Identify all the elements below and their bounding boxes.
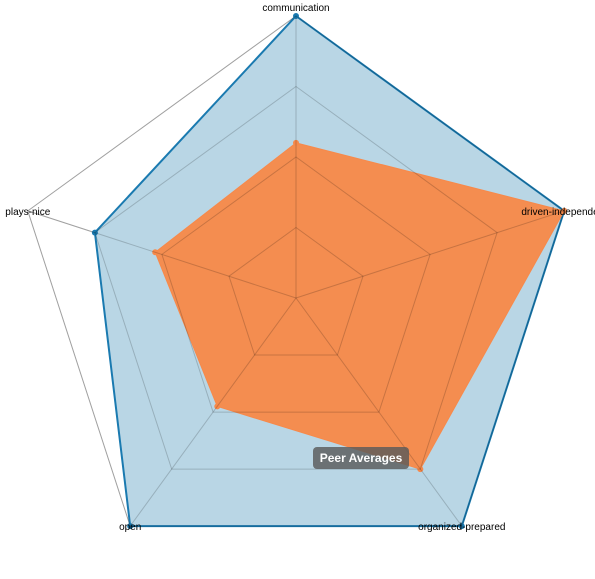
axis-label-communication: communication [262, 3, 329, 14]
grid-ring-overlay-4 [27, 15, 565, 527]
axis-line-overlay-driven-independent [295, 210, 565, 299]
data-point-series-1-communication[interactable] [293, 13, 299, 19]
axis-label-open: open [119, 522, 141, 533]
axis-line-overlay-plays-nice [27, 210, 297, 299]
data-point-series-2-plays-nice[interactable] [152, 249, 159, 256]
grid-ring-overlay-3 [94, 85, 498, 470]
radar-series-layer [27, 13, 568, 530]
data-point-series-2-organized-prepared[interactable] [417, 466, 424, 473]
data-point-series-2-communication[interactable] [293, 139, 299, 146]
series-tooltip: Peer Averages [313, 447, 409, 469]
grid-ring-overlay-1 [228, 226, 364, 356]
axis-line-overlay-open [129, 297, 297, 527]
grid-ring-overlay-2 [161, 156, 431, 413]
data-point-series-1-plays-nice[interactable] [91, 229, 98, 236]
data-point-series-1-organized-prepared[interactable] [458, 523, 465, 530]
axis-label-plays-nice: plays-nice [5, 207, 50, 218]
axis-line-overlay-organized-prepared [295, 297, 463, 527]
axis-label-organized-prepared: organized-prepared [418, 522, 505, 533]
data-point-series-1-open[interactable] [127, 523, 134, 530]
data-point-series-2-open[interactable] [214, 403, 221, 410]
radar-series-2 [152, 139, 568, 473]
radar-area-series-2[interactable] [154, 142, 565, 470]
axis-label-driven-independent: driven-independent [521, 207, 595, 218]
axis-labels: communication driven-independent organized… [5, 3, 595, 533]
data-point-series-2-driven-independent[interactable] [561, 207, 568, 214]
